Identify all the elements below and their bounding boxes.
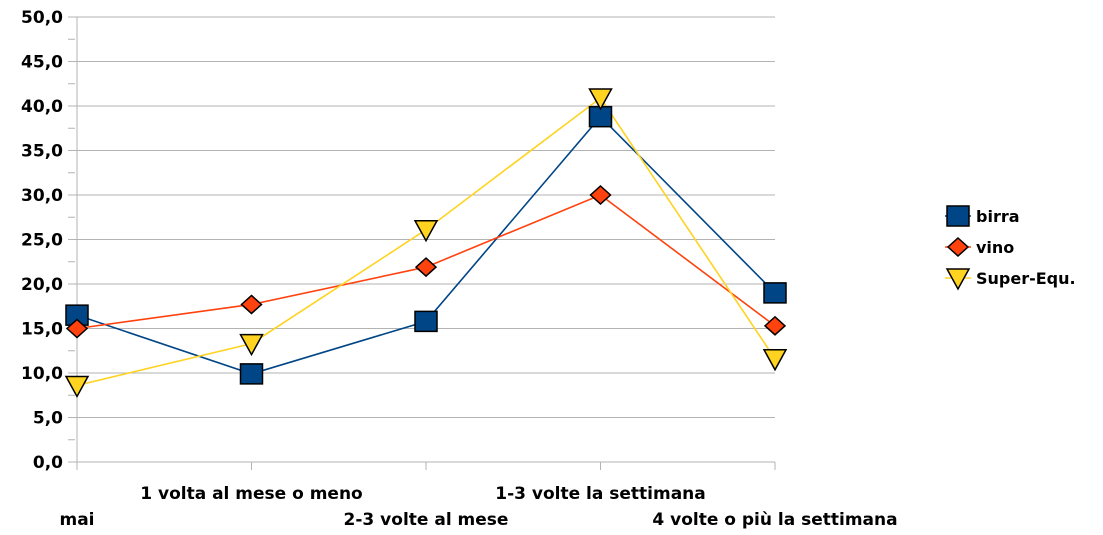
y-tick-label: 40,0 xyxy=(21,97,63,117)
x-tick-label: 1-3 volte la settimana xyxy=(495,484,706,504)
y-tick-label: 30,0 xyxy=(21,186,63,206)
x-tick-label: 1 volta al mese o meno xyxy=(140,484,363,504)
data-point-birra xyxy=(763,282,787,304)
data-point-vino xyxy=(414,257,438,278)
x-tick-label: 2-3 volte al mese xyxy=(344,510,509,530)
data-point-vino xyxy=(65,318,89,339)
series-markers xyxy=(64,88,788,399)
series-line-birra xyxy=(76,115,776,375)
y-tick-label: 50,0 xyxy=(21,8,63,28)
data-point-Super-Equ. xyxy=(239,333,264,357)
data-point-Super-Equ. xyxy=(413,219,439,243)
x-tick-label: 4 volte o più la settimana xyxy=(652,510,897,530)
legend: birra vino Super-Equ. xyxy=(945,205,1076,291)
data-point-Super-Equ. xyxy=(588,88,613,111)
data-point-birra xyxy=(414,310,438,333)
y-tick-label: 5,0 xyxy=(33,409,63,429)
data-point-vino xyxy=(589,184,612,206)
y-tick-label: 35,0 xyxy=(21,142,63,162)
data-point-vino xyxy=(763,315,787,336)
y-axis-tick-labels: 0,0 5,0 10,0 15,0 20,0 25,0 30,0 35,0 40,0 45,0 50… xyxy=(21,8,63,473)
y-tick-label: 15,0 xyxy=(21,320,63,340)
data-point-birra xyxy=(239,363,264,385)
legend-label: Super-Equ. xyxy=(976,269,1076,288)
legend-label: vino xyxy=(976,238,1014,257)
y-tick-label: 0,0 xyxy=(33,453,63,473)
y-tick-label: 20,0 xyxy=(21,275,63,295)
x-axis-tick-labels: mai 1 volta al mese o meno 2-3 volte al me… xyxy=(59,484,897,530)
data-point-Super-Equ. xyxy=(64,375,90,399)
legend-marker xyxy=(946,236,970,258)
legend-marker xyxy=(945,268,971,291)
y-tick-label: 45,0 xyxy=(21,53,63,73)
data-point-Super-Equ. xyxy=(762,349,788,372)
y-tick-label: 10,0 xyxy=(21,364,63,384)
axes xyxy=(68,16,776,470)
legend-label: birra xyxy=(976,207,1020,226)
legend-marker xyxy=(946,205,970,227)
data-point-vino xyxy=(240,294,263,315)
x-tick-label: mai xyxy=(59,510,94,530)
y-tick-label: 25,0 xyxy=(21,231,63,251)
